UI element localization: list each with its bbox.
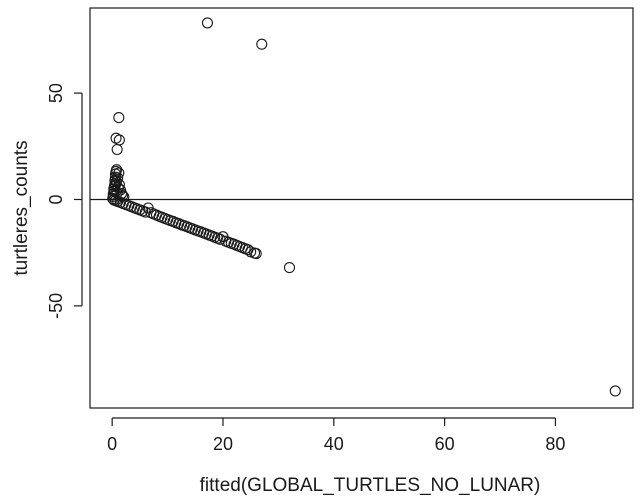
data-point	[201, 17, 214, 29]
x-tick-label: 80	[545, 434, 565, 454]
data-point	[111, 164, 123, 176]
data-point	[111, 143, 123, 156]
y-tick-label: 50	[46, 83, 66, 103]
x-tick-label: 40	[324, 434, 344, 454]
data-points	[107, 17, 621, 397]
x-axis: 0 20 40 60 80	[107, 417, 565, 454]
data-point	[283, 262, 296, 274]
y-axis-label: turtleres_counts	[11, 140, 32, 275]
x-axis-label: fitted(GLOBAL_TURTLES_NO_LUNAR)	[200, 475, 541, 496]
data-point	[256, 38, 268, 50]
x-tick-label: 0	[107, 434, 117, 454]
y-tick-label: 0	[46, 194, 66, 204]
plot-frame	[89, 7, 634, 409]
y-axis: -50 0 50	[46, 83, 83, 319]
x-tick-label: 60	[435, 434, 455, 454]
data-point	[113, 167, 125, 179]
data-point	[113, 112, 125, 124]
data-point	[609, 385, 621, 397]
data-point	[250, 247, 262, 260]
x-tick-label: 20	[213, 434, 233, 454]
y-tick-label: -50	[46, 293, 66, 319]
data-point	[113, 134, 125, 146]
